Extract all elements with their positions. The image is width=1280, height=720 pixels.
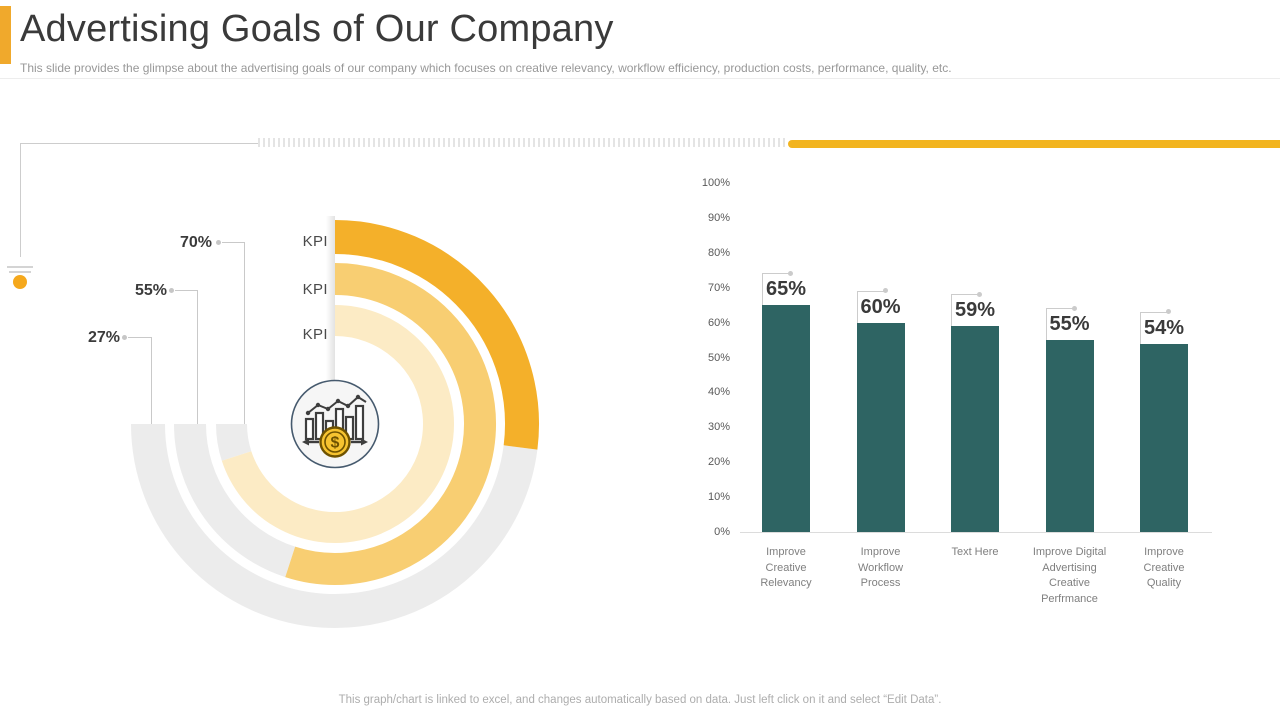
bar-label-bracket bbox=[1045, 308, 1074, 310]
radial-ring-track-outer bbox=[131, 423, 538, 629]
bar bbox=[1045, 340, 1094, 532]
svg-text:$: $ bbox=[331, 435, 340, 452]
bar-value-label: 60% bbox=[860, 295, 901, 318]
bar-label-bracket bbox=[856, 290, 885, 292]
kpi-label-middle: KPI bbox=[302, 281, 328, 298]
leader-line bbox=[151, 337, 152, 424]
leader-dot bbox=[122, 335, 127, 340]
bar-category-label: Improve Creative Relevancy bbox=[738, 545, 834, 592]
bar-category-label: Text Here bbox=[927, 545, 1023, 561]
decoration-vertical-line bbox=[20, 143, 21, 257]
bar-label-dot bbox=[977, 291, 982, 297]
ring-value-70: 70% bbox=[179, 234, 212, 251]
footer-note: This graph/chart is linked to excel, and… bbox=[338, 694, 942, 706]
bar-label-bracket bbox=[951, 294, 979, 296]
page-title: Advertising Goals of Our Company bbox=[20, 8, 614, 50]
y-axis-tick-label: 60% bbox=[707, 316, 730, 329]
leader-line bbox=[128, 337, 152, 338]
y-axis-tick-label: 70% bbox=[707, 281, 730, 294]
bar-value-label: 59% bbox=[955, 299, 996, 322]
bar-category-line: Workflow bbox=[857, 561, 904, 574]
bar bbox=[856, 322, 905, 532]
bar-label-bracket bbox=[1140, 311, 1141, 344]
radial-ring-value-inner bbox=[221, 305, 454, 543]
bar-label-dot bbox=[882, 288, 888, 294]
bar-category-line: Creative bbox=[1049, 577, 1090, 589]
decoration-short-line bbox=[9, 271, 31, 273]
bar-category-line: Improve bbox=[1144, 546, 1184, 558]
ring-start-shadow bbox=[326, 216, 335, 420]
decoration-yellow-bar bbox=[788, 140, 1280, 148]
bar-category-line: Creative bbox=[765, 561, 807, 574]
money-analytics-icon: $ bbox=[290, 379, 380, 469]
x-axis-line bbox=[740, 532, 1212, 533]
radial-ring-track-inner bbox=[216, 423, 252, 461]
radial-kpi-chart[interactable]: KPI KPI KPI 70% 55% 27% bbox=[0, 80, 620, 700]
decoration-tick-strip bbox=[258, 138, 788, 147]
decoration-horizontal-line bbox=[20, 143, 258, 144]
bar-label-bracket bbox=[951, 294, 952, 327]
bar-category-line: Improve bbox=[860, 546, 901, 558]
bar-label-bracket bbox=[1045, 308, 1047, 341]
title-accent-bar bbox=[0, 6, 11, 64]
y-axis-tick-label: 20% bbox=[707, 456, 730, 469]
bar-label-bracket bbox=[856, 290, 858, 323]
y-axis-tick-label: 30% bbox=[707, 421, 730, 434]
bar-label-bracket bbox=[762, 273, 790, 275]
bar-label-bracket bbox=[762, 273, 763, 306]
bar-value-label: 55% bbox=[1049, 313, 1090, 336]
bar-category-line: Text Here bbox=[951, 546, 999, 558]
bar-label-bracket bbox=[1140, 311, 1168, 313]
radial-ring-value-middle bbox=[285, 263, 496, 585]
bar-category-line: Improve bbox=[766, 546, 806, 558]
bar bbox=[951, 326, 999, 532]
y-axis-tick-label: 0% bbox=[714, 526, 730, 538]
bar-category-line: Relevancy bbox=[760, 577, 812, 589]
bar bbox=[762, 305, 810, 532]
bar-category-line: Advertising bbox=[1042, 561, 1097, 574]
leader-line bbox=[175, 290, 198, 291]
bar-category-line: Process bbox=[860, 577, 901, 589]
leader-line bbox=[197, 290, 198, 424]
y-axis-tick-label: 90% bbox=[707, 211, 730, 224]
radial-rings-svg bbox=[131, 220, 539, 629]
leader-dot bbox=[216, 240, 221, 245]
ring-value-55: 55% bbox=[134, 282, 167, 299]
header-divider bbox=[0, 78, 1280, 79]
bar-value-label: 65% bbox=[766, 278, 807, 301]
y-axis-tick-label: 100% bbox=[701, 177, 730, 189]
radial-ring-value-outer bbox=[334, 220, 539, 450]
decoration-short-line bbox=[7, 266, 33, 268]
y-axis-tick-label: 10% bbox=[707, 491, 730, 504]
bar-category-line: Perfrmance bbox=[1041, 592, 1098, 605]
bar-category-label: Improve Workflow Process bbox=[833, 545, 929, 592]
bar bbox=[1140, 343, 1188, 532]
ring-value-27: 27% bbox=[87, 329, 120, 346]
radial-ring-track-middle bbox=[174, 423, 296, 578]
decoration-orange-dot bbox=[13, 275, 27, 289]
kpi-label-outer: KPI bbox=[302, 233, 328, 250]
page-subtitle: This slide provides the glimpse about th… bbox=[20, 61, 952, 75]
bar-label-dot bbox=[788, 270, 793, 276]
bar-value-label: 54% bbox=[1144, 316, 1185, 339]
y-axis-tick-label: 40% bbox=[707, 386, 730, 399]
bar-label-dot bbox=[1166, 309, 1171, 315]
kpi-label-inner: KPI bbox=[302, 326, 328, 343]
bar-label-dot bbox=[1071, 305, 1077, 311]
bar-category-label: Improve Digital Advertising Creative Perfrm… bbox=[1022, 545, 1118, 607]
bar-category-line: Creative bbox=[1143, 561, 1185, 574]
leader-line bbox=[222, 242, 245, 243]
y-axis-tick-label: 80% bbox=[707, 246, 730, 259]
bar-category-line: Improve Digital bbox=[1032, 546, 1107, 558]
leader-line bbox=[244, 242, 245, 424]
y-axis-tick-label: 50% bbox=[707, 351, 730, 364]
bar-category-line: Quality bbox=[1146, 577, 1182, 589]
leader-dot bbox=[169, 288, 174, 293]
bar-category-label: Improve Creative Quality bbox=[1116, 545, 1212, 592]
